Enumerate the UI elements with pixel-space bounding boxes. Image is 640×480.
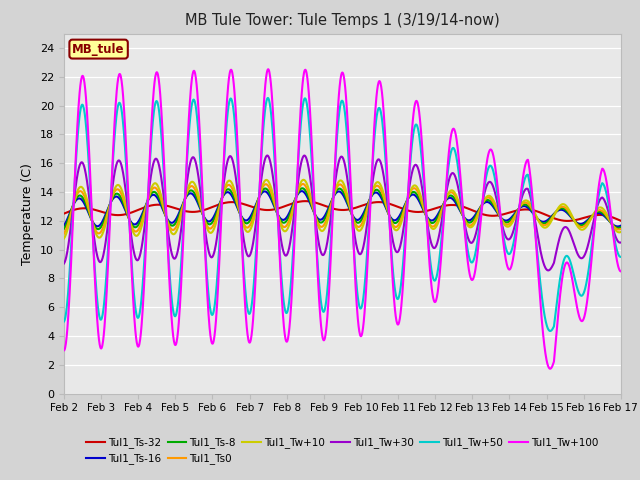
Tul1_Ts-32 [126, 210, 134, 216]
Tul1_Tw+30 [60, 261, 68, 266]
Tul1_Tw+30 [263, 153, 271, 158]
Tul1_Tw+100 [547, 366, 554, 372]
Tul1_Tw+10 [296, 180, 304, 186]
Tul1_Ts0 [308, 203, 316, 208]
Tul1_Tw+30 [545, 267, 552, 273]
Tul1_Tw+50 [60, 319, 68, 324]
Tul1_Tw+50 [318, 306, 326, 312]
Tul1_Tw+50 [264, 95, 272, 101]
Tul1_Tw+10 [300, 177, 307, 183]
Tul1_Ts-16 [378, 195, 385, 201]
Text: MB_tule: MB_tule [72, 43, 125, 56]
Tul1_Tw+100 [318, 332, 326, 338]
Line: Tul1_Ts-32: Tul1_Ts-32 [64, 201, 621, 221]
Tul1_Tw+50 [297, 123, 305, 129]
Tul1_Tw+100 [60, 348, 68, 353]
Tul1_Ts-8 [60, 226, 68, 232]
Tul1_Ts-8 [94, 226, 102, 232]
Tul1_Ts-16 [318, 216, 326, 222]
Tul1_Ts-8 [308, 205, 316, 211]
Tul1_Tw+10 [126, 218, 134, 224]
Tul1_Ts-8 [299, 185, 307, 191]
Tul1_Ts-8 [126, 218, 134, 224]
Tul1_Tw+10 [318, 228, 326, 234]
Tul1_Tw+50 [617, 254, 625, 260]
Tul1_Tw+10 [103, 215, 111, 221]
Tul1_Tw+50 [126, 227, 134, 233]
Tul1_Tw+10 [617, 229, 625, 235]
Tul1_Ts-8 [104, 208, 111, 214]
Tul1_Ts-32 [296, 199, 304, 204]
Line: Tul1_Ts-8: Tul1_Ts-8 [64, 188, 621, 229]
Tul1_Ts-16 [614, 224, 621, 229]
Tul1_Tw+30 [318, 252, 326, 257]
Tul1_Ts0 [299, 181, 307, 187]
Tul1_Ts-32 [617, 218, 625, 224]
Tul1_Tw+30 [378, 161, 385, 167]
Tul1_Ts-32 [378, 199, 385, 205]
Tul1_Ts-16 [126, 217, 134, 223]
Tul1_Tw+10 [60, 236, 68, 241]
Tul1_Ts-32 [60, 211, 68, 216]
Tul1_Tw+50 [103, 261, 111, 267]
Y-axis label: Temperature (C): Temperature (C) [22, 163, 35, 264]
Tul1_Tw+100 [378, 84, 385, 90]
Legend: Tul1_Ts-32, Tul1_Ts-16, Tul1_Ts-8, Tul1_Ts0, Tul1_Tw+10, Tul1_Tw+30, Tul1_Tw+50,: Tul1_Ts-32, Tul1_Ts-16, Tul1_Ts-8, Tul1_… [82, 433, 603, 468]
Tul1_Tw+30 [308, 190, 316, 195]
Tul1_Ts-16 [617, 223, 625, 228]
Tul1_Ts-32 [318, 202, 326, 208]
Tul1_Ts-32 [308, 199, 316, 205]
Tul1_Ts-8 [617, 224, 625, 230]
Tul1_Tw+10 [378, 183, 385, 189]
Tul1_Ts-16 [298, 188, 305, 194]
Tul1_Ts-32 [301, 198, 309, 204]
Tul1_Tw+30 [297, 163, 305, 168]
Line: Tul1_Tw+50: Tul1_Tw+50 [64, 98, 621, 331]
Tul1_Tw+50 [308, 165, 316, 170]
Tul1_Ts-32 [103, 211, 111, 216]
Tul1_Tw+30 [126, 221, 134, 227]
Title: MB Tule Tower: Tule Temps 1 (3/19/14-now): MB Tule Tower: Tule Temps 1 (3/19/14-now… [185, 13, 500, 28]
Tul1_Ts-16 [103, 208, 111, 214]
Tul1_Ts0 [378, 188, 385, 193]
Tul1_Tw+30 [617, 240, 625, 245]
Tul1_Tw+100 [103, 281, 111, 287]
Tul1_Tw+100 [617, 268, 625, 274]
Tul1_Ts-8 [378, 192, 385, 198]
Tul1_Ts0 [103, 212, 111, 218]
Line: Tul1_Ts-16: Tul1_Ts-16 [64, 191, 621, 227]
Tul1_Tw+100 [297, 107, 305, 113]
Line: Tul1_Tw+10: Tul1_Tw+10 [64, 180, 621, 239]
Tul1_Tw+30 [103, 228, 111, 234]
Line: Tul1_Tw+100: Tul1_Tw+100 [64, 69, 621, 369]
Line: Tul1_Ts0: Tul1_Ts0 [64, 184, 621, 233]
Tul1_Tw+100 [264, 66, 272, 72]
Tul1_Ts-16 [308, 205, 316, 211]
Tul1_Ts0 [318, 224, 326, 229]
Tul1_Tw+10 [308, 200, 316, 205]
Tul1_Ts-16 [60, 223, 68, 228]
Line: Tul1_Tw+30: Tul1_Tw+30 [64, 156, 621, 270]
Tul1_Tw+50 [378, 111, 385, 117]
Tul1_Ts0 [60, 230, 68, 236]
Tul1_Ts-8 [319, 219, 326, 225]
Tul1_Tw+100 [126, 226, 134, 231]
Tul1_Ts0 [296, 183, 304, 189]
Tul1_Ts-32 [564, 218, 572, 224]
Tul1_Tw+100 [308, 148, 316, 154]
Tul1_Ts-8 [297, 186, 305, 192]
Tul1_Ts-16 [296, 189, 304, 194]
Tul1_Ts0 [126, 218, 134, 224]
Tul1_Ts0 [617, 226, 625, 232]
Tul1_Tw+50 [547, 328, 554, 334]
